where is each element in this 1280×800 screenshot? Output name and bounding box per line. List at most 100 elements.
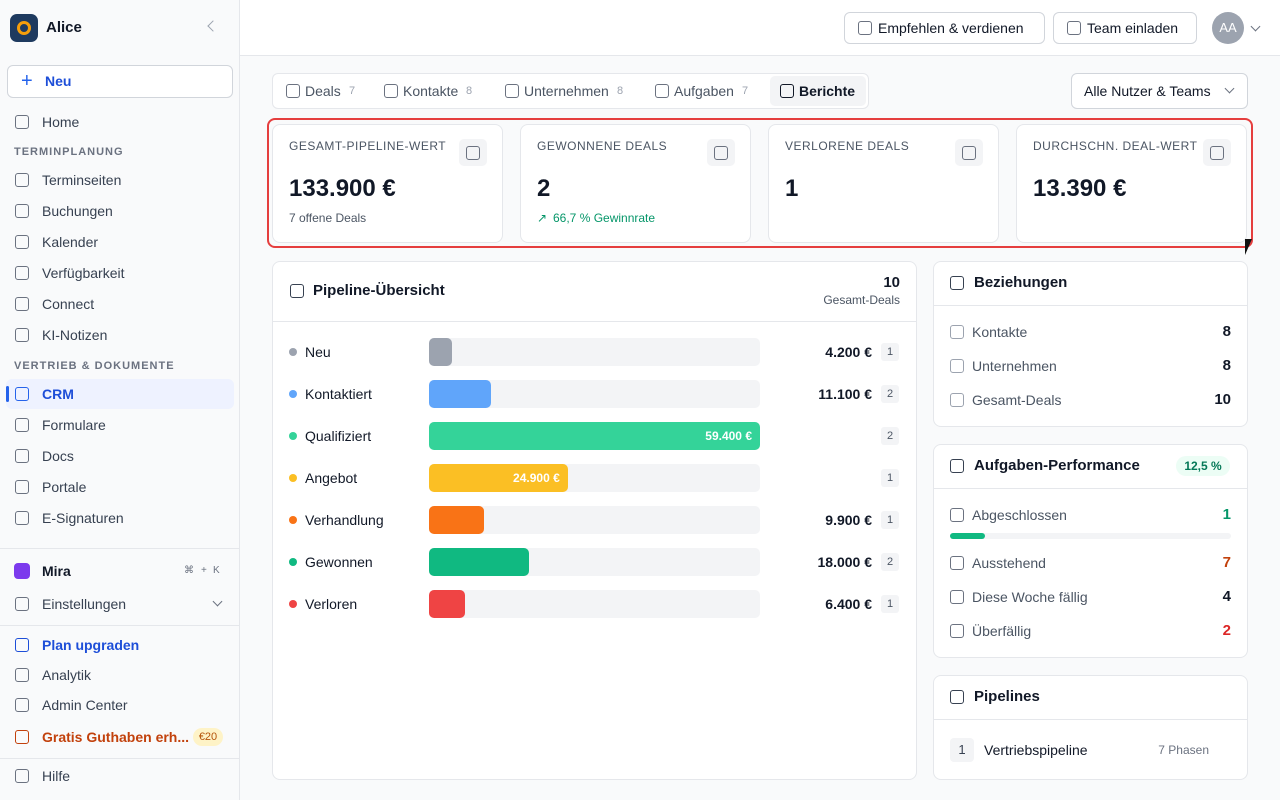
tab-count: 8 bbox=[466, 85, 473, 97]
new-button[interactable] bbox=[7, 65, 233, 98]
nav-item[interactable]: Portale bbox=[42, 479, 87, 495]
relation-value: 8 bbox=[1222, 323, 1231, 340]
section-title: VERTRIEB & DOKUMENTE bbox=[14, 360, 175, 372]
nav-item[interactable]: KI-Notizen bbox=[42, 327, 108, 343]
kpi-value: 13.390 € bbox=[1033, 175, 1127, 202]
kpi-value: 2 bbox=[537, 175, 551, 202]
icon bbox=[15, 668, 29, 682]
icon bbox=[15, 480, 29, 494]
nav-item[interactable]: Formulare bbox=[42, 417, 106, 433]
filter[interactable] bbox=[1071, 73, 1248, 109]
pipeline-index: 1 bbox=[950, 738, 974, 762]
nav-item[interactable]: Buchungen bbox=[42, 203, 113, 219]
bar bbox=[429, 506, 485, 534]
relation-label: Kontakte bbox=[972, 324, 1028, 340]
task-value: 1 bbox=[1222, 506, 1231, 523]
nav-item[interactable]: Admin Center bbox=[42, 697, 128, 713]
task-value: 7 bbox=[1222, 554, 1231, 571]
icon bbox=[15, 387, 29, 401]
stage-name: Neu bbox=[305, 344, 331, 360]
nav-item[interactable]: Analytik bbox=[42, 667, 92, 683]
count-badge: 2 bbox=[881, 385, 899, 403]
nav-item[interactable]: Terminseiten bbox=[42, 172, 122, 188]
icon bbox=[1210, 146, 1224, 160]
count-badge: 2 bbox=[881, 553, 899, 571]
stage-name: Qualifiziert bbox=[305, 428, 372, 444]
collapse[interactable] bbox=[207, 20, 219, 32]
tabs bbox=[272, 73, 869, 109]
icon bbox=[714, 146, 728, 160]
mira-label[interactable]: Mira bbox=[42, 563, 71, 579]
task-label: Diese Woche fällig bbox=[972, 589, 1088, 605]
kpi-label: GESAMT-PIPELINE-WERT bbox=[289, 139, 447, 153]
task-badge: 12,5 % bbox=[1176, 456, 1230, 476]
stage-dot bbox=[289, 348, 297, 356]
kpi-sub: 66,7 % Gewinnrate bbox=[553, 211, 656, 225]
icon bbox=[950, 276, 964, 290]
shortcut-key: K bbox=[213, 565, 220, 576]
panel-title: Aufgaben-Performance bbox=[974, 457, 1140, 474]
bar bbox=[429, 380, 491, 408]
icon bbox=[15, 511, 29, 525]
kpi-icon-box bbox=[1203, 139, 1231, 166]
header-button-label: Team einladen bbox=[1087, 20, 1179, 36]
nav-item[interactable]: Home bbox=[42, 114, 80, 130]
nav-item[interactable]: Connect bbox=[42, 296, 95, 312]
workspace-name[interactable]: Alice bbox=[46, 19, 82, 36]
nav-item[interactable]: Docs bbox=[42, 448, 74, 464]
task-label: Ausstehend bbox=[972, 555, 1046, 571]
icon bbox=[286, 84, 300, 98]
bar-label: 24.900 € bbox=[513, 471, 560, 485]
icon bbox=[466, 146, 480, 160]
kpi-label: GEWONNENE DEALS bbox=[537, 139, 668, 153]
nav-item[interactable]: E-Signaturen bbox=[42, 510, 124, 526]
bar bbox=[429, 464, 568, 492]
count-badge: 1 bbox=[881, 511, 899, 529]
kpi-icon-box bbox=[955, 139, 983, 166]
icon bbox=[15, 698, 29, 712]
progress-bar bbox=[950, 533, 986, 539]
header-button[interactable] bbox=[844, 12, 1045, 44]
nav-item[interactable]: Plan upgraden bbox=[42, 637, 140, 653]
icon bbox=[505, 84, 519, 98]
workspace-logo-ring bbox=[17, 21, 31, 35]
nav-item[interactable]: Kalender bbox=[42, 234, 99, 250]
cursor bbox=[1245, 239, 1259, 255]
icon bbox=[780, 84, 794, 98]
nav-item[interactable]: Gratis Guthaben erh... bbox=[42, 729, 190, 745]
tab-label[interactable]: Deals bbox=[305, 83, 341, 99]
header-button[interactable] bbox=[1053, 12, 1197, 44]
trend-arrow: ↗ bbox=[537, 211, 548, 225]
tab-label[interactable]: Aufgaben bbox=[674, 83, 734, 99]
divider bbox=[934, 305, 1247, 306]
stage-amount: 9.900 € bbox=[825, 512, 872, 528]
icon bbox=[950, 325, 964, 339]
divider bbox=[0, 625, 239, 626]
tab-label[interactable]: Kontakte bbox=[403, 83, 459, 99]
avatar[interactable]: AA bbox=[1212, 12, 1244, 44]
stage-amount: 6.400 € bbox=[825, 596, 872, 612]
nav-item[interactable]: Verfügbarkeit bbox=[42, 265, 125, 281]
nav-item[interactable]: CRM bbox=[42, 386, 74, 402]
shortcut-key: ⌘ bbox=[184, 565, 194, 576]
icon bbox=[950, 624, 964, 638]
icon bbox=[950, 690, 964, 704]
bar bbox=[429, 548, 530, 576]
divider bbox=[934, 488, 1247, 489]
icon bbox=[962, 146, 976, 160]
nav-item[interactable]: Hilfe bbox=[42, 768, 71, 784]
tab-label[interactable]: Berichte bbox=[799, 83, 856, 99]
task-value: 4 bbox=[1222, 588, 1231, 605]
bar bbox=[429, 338, 453, 366]
relation-value: 10 bbox=[1214, 391, 1231, 408]
bar-label: 59.400 € bbox=[705, 429, 752, 443]
pipeline-name[interactable]: Vertriebspipeline bbox=[984, 742, 1088, 758]
icon bbox=[15, 730, 29, 744]
tab-count: 7 bbox=[349, 85, 356, 97]
icon bbox=[858, 21, 872, 35]
stage-dot bbox=[289, 432, 297, 440]
nav-item[interactable]: Einstellungen bbox=[42, 596, 127, 612]
stage-name: Verhandlung bbox=[305, 512, 384, 528]
tab-label[interactable]: Unternehmen bbox=[524, 83, 609, 99]
kpi-value: 133.900 € bbox=[289, 175, 396, 202]
